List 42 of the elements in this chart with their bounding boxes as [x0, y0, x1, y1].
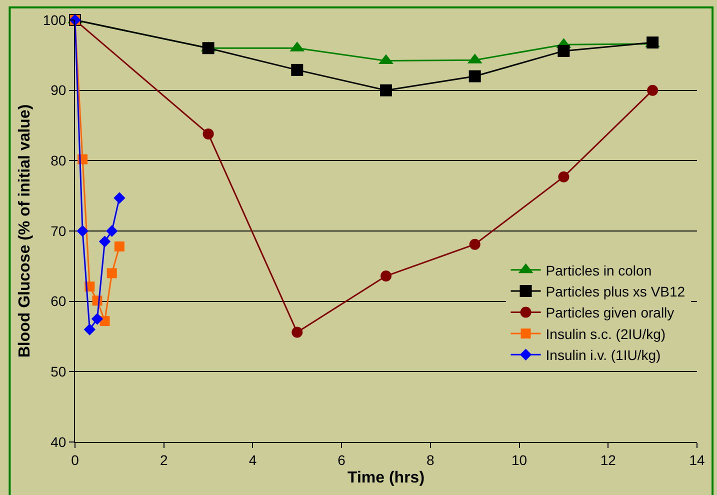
legend-label: Particles in colon	[546, 262, 652, 278]
y-tick-label: 60	[50, 293, 66, 310]
point	[380, 270, 392, 282]
legend-label: Insulin i.v. (1IU/kg)	[546, 347, 661, 364]
y-tick-label: 40	[50, 434, 66, 450]
x-tick-label: 0	[71, 452, 80, 468]
y-tick-label: 70	[50, 222, 66, 239]
point	[468, 70, 481, 82]
y-tick-label: 90	[50, 82, 66, 98]
point	[292, 326, 303, 338]
point	[558, 171, 570, 182]
y-tick-label: 80	[50, 152, 66, 169]
point	[114, 192, 126, 204]
point	[106, 268, 117, 278]
point	[469, 238, 480, 250]
point	[558, 44, 570, 57]
y-tick-label: 50	[50, 364, 66, 380]
x-tick-label: 4	[248, 452, 257, 468]
y-tick-label: 100	[42, 12, 66, 28]
point	[380, 84, 392, 96]
point	[291, 64, 304, 76]
point	[91, 313, 104, 325]
x-tick-label: 6	[338, 452, 346, 468]
x-tick-label: 14	[689, 452, 705, 468]
point	[100, 316, 110, 326]
legend-label: Particles given orally	[546, 304, 674, 321]
legend-label: Insulin s.c. (2IU/kg)	[546, 326, 666, 342]
x-tick-label: 12	[600, 452, 616, 468]
point	[202, 128, 214, 140]
x-tick-label: 10	[512, 452, 528, 468]
point	[76, 225, 88, 237]
point	[106, 225, 118, 237]
y-axis-title: Blood Glucose (% of initial value)	[16, 104, 34, 358]
legend-label: Particles plus xs VB12	[546, 284, 686, 300]
point	[647, 84, 658, 96]
x-tick-label: 2	[160, 452, 168, 468]
point	[84, 324, 96, 336]
point	[114, 241, 124, 252]
point	[202, 42, 214, 54]
x-tick-label: 8	[426, 452, 435, 468]
x-axis-title: Time (hrs)	[347, 470, 425, 486]
point	[98, 236, 111, 248]
